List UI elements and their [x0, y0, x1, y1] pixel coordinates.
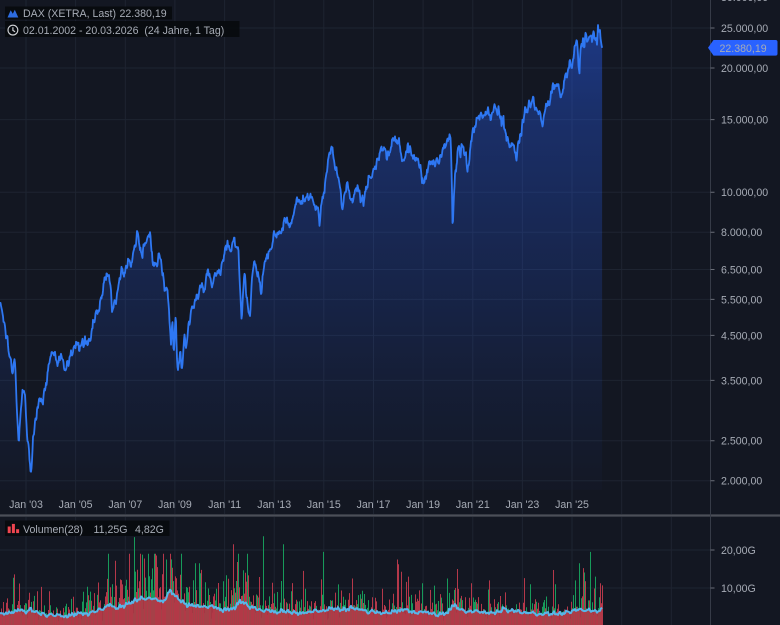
svg-text:Jan '13: Jan '13: [257, 499, 291, 511]
svg-text:10,00G: 10,00G: [721, 583, 756, 595]
svg-text:10.000,00: 10.000,00: [721, 187, 768, 199]
svg-text:25.000,00: 25.000,00: [721, 23, 768, 35]
svg-text:Jan '19: Jan '19: [406, 499, 440, 511]
svg-text:Jan '17: Jan '17: [357, 499, 391, 511]
svg-text:2.000,00: 2.000,00: [721, 476, 762, 488]
svg-text:15.000,00: 15.000,00: [721, 115, 768, 127]
svg-text:Jan '09: Jan '09: [158, 499, 192, 511]
svg-text:11,25G: 11,25G: [94, 524, 128, 536]
svg-text:30.000,00: 30.000,00: [721, 0, 768, 4]
svg-text:5.500,00: 5.500,00: [721, 294, 762, 306]
svg-text:20,00G: 20,00G: [721, 545, 756, 557]
svg-text:DAX (XETRA, Last): DAX (XETRA, Last): [23, 8, 116, 20]
svg-text:20.000,00: 20.000,00: [721, 63, 768, 75]
svg-text:Jan '11: Jan '11: [208, 499, 241, 511]
svg-text:Jan '07: Jan '07: [108, 499, 142, 511]
svg-text:2.500,00: 2.500,00: [721, 436, 762, 448]
svg-text:Jan '03: Jan '03: [9, 499, 43, 511]
svg-text:22.380,19: 22.380,19: [120, 8, 167, 20]
svg-text:Jan '21: Jan '21: [456, 499, 490, 511]
svg-text:Jan '23: Jan '23: [505, 499, 539, 511]
svg-text:3.500,00: 3.500,00: [721, 375, 762, 387]
svg-text:4.500,00: 4.500,00: [721, 330, 762, 342]
svg-text:8.000,00: 8.000,00: [721, 227, 762, 239]
svg-text:02.01.2002 - 20.03.2026 (24 J: 02.01.2002 - 20.03.2026 (24 Jahre, 1 Tag…: [23, 25, 224, 37]
svg-text:6.500,00: 6.500,00: [721, 264, 762, 276]
svg-text:Jan '25: Jan '25: [555, 499, 589, 511]
svg-text:Jan '15: Jan '15: [307, 499, 341, 511]
svg-text:22.380,19: 22.380,19: [720, 43, 767, 55]
svg-text:4,82G: 4,82G: [135, 524, 164, 536]
svg-text:Volumen(28): Volumen(28): [23, 524, 83, 536]
svg-text:Jan '05: Jan '05: [59, 499, 93, 511]
